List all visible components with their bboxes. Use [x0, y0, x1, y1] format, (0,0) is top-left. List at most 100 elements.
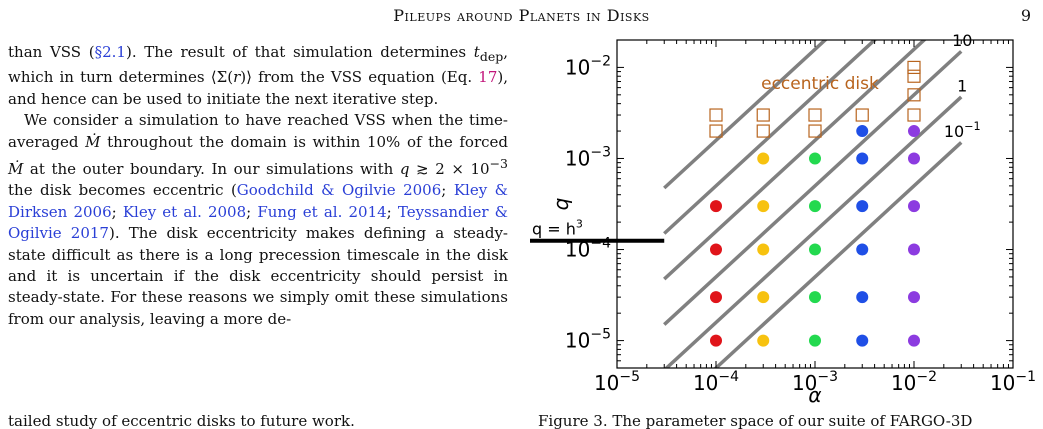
page-header: Pileups around Planets in Disks 9: [0, 6, 1043, 26]
data-point: [757, 334, 770, 347]
data-point: [856, 152, 869, 165]
text: ≳ 2 × 10: [409, 160, 490, 179]
eccentric-point: [808, 124, 822, 138]
data-point: [809, 200, 821, 213]
math-r: r: [233, 68, 241, 87]
citation-link[interactable]: Goodchild & Ogilvie 2006: [236, 181, 442, 200]
citation-link[interactable]: Kley & Dirksen 2006: [8, 181, 508, 221]
data-point: [908, 334, 920, 347]
figure-caption-clipped: Figure 3. The parameter space of our sui…: [538, 412, 973, 429]
contour-label-4: 1: [957, 77, 967, 96]
x-tick-label: 10−4: [693, 369, 739, 395]
y-tick-label: 10−4: [565, 236, 611, 262]
math-exp: −3: [489, 156, 508, 172]
text: ), and hence can be used to initiate the…: [8, 68, 508, 108]
text: ;: [386, 202, 398, 221]
running-title: Pileups around Planets in Disks: [393, 6, 650, 25]
clipped-line: tailed study of eccentric disks to futur…: [8, 412, 355, 429]
data-point: [757, 243, 770, 256]
data-point: [856, 125, 869, 138]
parameter-space-chart: 10 1 10−1 q = h3 eccentric disk 10−5 10−4 10−3 1…: [530, 31, 1036, 407]
text: , which in turn determines ⟨Σ(: [8, 43, 508, 87]
data-point: [757, 152, 770, 165]
data-point: [710, 243, 722, 256]
eccentric-point: [709, 124, 723, 138]
contour-line-4: [663, 95, 963, 368]
contour-line-0: [663, 40, 828, 190]
data-point: [710, 334, 722, 347]
contour-line-2: [663, 40, 927, 281]
eccentric-point: [756, 124, 770, 138]
q-h3-label: q = h3: [532, 218, 583, 239]
data-point: [809, 243, 821, 256]
text: )⟩ from the VSS equation (Eq.: [240, 68, 479, 87]
data-point: [908, 152, 920, 165]
text: We consider a simulation to have reached…: [8, 111, 508, 151]
contour-label-5: 10−1: [944, 120, 981, 141]
math-mdot: Ṁ: [85, 132, 101, 151]
text: at the outer boundary. In our simulation…: [23, 160, 400, 179]
text: ;: [246, 202, 258, 221]
eccentric-point: [709, 108, 723, 122]
text: the disk becomes eccentric (: [8, 181, 237, 200]
figure-3: 10 1 10−1 q = h3 eccentric disk 10−5 10−4 10−3 1…: [530, 30, 1043, 410]
section-link[interactable]: §2.1: [94, 43, 126, 61]
data-point: [809, 291, 821, 304]
x-axis-label: α: [808, 383, 821, 407]
citation-link[interactable]: Teyssandier & Ogilvie 2017: [8, 202, 508, 243]
eccentric-point: [907, 69, 921, 83]
contour-line-3: [663, 50, 963, 326]
data-point: [856, 334, 869, 347]
body-column: than VSS (§2.1). The result of that simu…: [8, 42, 508, 330]
text: ;: [111, 202, 123, 221]
citation-link[interactable]: Fung et al. 2014: [257, 202, 387, 221]
contour-line-5: [713, 141, 963, 368]
math-q: q: [399, 160, 410, 179]
x-tick-label: 10−5: [594, 369, 640, 395]
data-point: [809, 152, 821, 165]
eccentric-point: [756, 108, 770, 122]
contour-label-3: 10: [952, 31, 972, 50]
math-sub: dep: [479, 49, 504, 64]
data-point: [757, 291, 770, 304]
math-t: t: [473, 43, 480, 61]
eccentric-point: [907, 88, 921, 102]
data-point: [710, 200, 722, 213]
y-tick-label: 10−5: [565, 327, 611, 353]
paragraph-1: than VSS (§2.1). The result of that simu…: [8, 42, 508, 110]
paragraph-2: We consider a simulation to have reached…: [8, 110, 508, 330]
data-point: [856, 243, 869, 256]
y-tick-label: 10−3: [565, 144, 611, 170]
data-point: [908, 200, 920, 213]
eccentric-disk-label: eccentric disk: [761, 74, 879, 94]
eccentric-point: [907, 108, 921, 122]
text: than VSS (: [8, 43, 95, 61]
data-point: [757, 200, 770, 213]
contour-lines: [663, 40, 963, 368]
y-axis-label: q: [549, 198, 573, 211]
text: ). The disk eccentricity makes defining …: [8, 224, 508, 328]
data-point: [908, 125, 920, 138]
x-tick-label: 10−2: [891, 369, 937, 395]
eccentric-point: [855, 108, 869, 122]
data-point: [908, 243, 920, 256]
data-point: [710, 291, 722, 304]
data-point: [856, 291, 869, 304]
text: ;: [441, 181, 454, 200]
x-tick-label: 10−1: [990, 369, 1036, 395]
data-point: [908, 291, 920, 304]
x-tick-label: 10−3: [792, 369, 838, 395]
eccentric-point: [907, 60, 921, 75]
tick-marks: [616, 39, 1014, 368]
text: ). The result of that simulation determi…: [125, 43, 474, 61]
contour-line-1: [663, 40, 878, 235]
data-point: [856, 200, 869, 213]
math-mdot: Ṁ: [8, 160, 24, 179]
data-point: [809, 334, 821, 347]
eccentric-point: [808, 108, 822, 122]
equation-link[interactable]: 17: [478, 68, 498, 87]
y-tick-label: 10−2: [565, 53, 611, 79]
citation-link[interactable]: Kley et al. 2008: [122, 202, 247, 221]
page-number: 9: [1020, 6, 1031, 25]
text: throughout the domain is within 10% of t…: [100, 132, 508, 151]
